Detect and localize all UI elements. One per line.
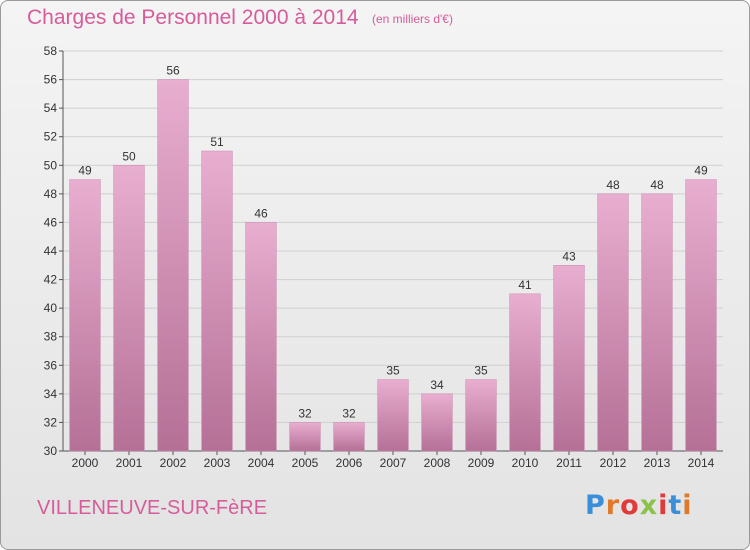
y-tick-label: 36	[44, 358, 58, 372]
x-tick-label-2003: 2003	[204, 456, 231, 470]
y-tick-label: 52	[44, 130, 58, 144]
y-tick-label: 50	[44, 158, 58, 172]
data-label-2003: 51	[210, 135, 224, 149]
chart-title: Charges de Personnel 2000 à 2014	[27, 6, 359, 29]
y-tick-label: 58	[44, 44, 58, 58]
x-tick-label-2006: 2006	[336, 456, 363, 470]
x-tick-label-2012: 2012	[600, 456, 627, 470]
municipality-name: VILLENEUVE-SUR-FèRE	[37, 497, 268, 519]
data-label-2011: 43	[562, 249, 576, 263]
x-tick-label-2011: 2011	[556, 456, 582, 470]
x-tick-label-2013: 2013	[644, 456, 671, 470]
bar-2009	[465, 379, 497, 452]
y-tick-label: 40	[44, 301, 58, 315]
chart-subtitle: (en milliers d'€)	[372, 12, 453, 26]
proxiti-logo: Proxiti	[585, 490, 693, 521]
bar-2011	[553, 265, 585, 452]
y-tick-label: 42	[44, 273, 58, 287]
data-label-2013: 48	[650, 178, 664, 192]
bar-2013	[641, 193, 673, 452]
y-tick-label: 54	[44, 101, 58, 115]
y-tick-label: 56	[44, 73, 58, 87]
bar-2007	[377, 379, 409, 452]
data-label-2000: 49	[78, 164, 92, 178]
y-tick-label: 38	[44, 330, 58, 344]
bar-2008	[421, 393, 453, 452]
x-tick-label-2009: 2009	[468, 456, 495, 470]
x-tick-label-2005: 2005	[292, 456, 319, 470]
y-tick-label: 44	[44, 244, 58, 258]
x-tick-label-2000: 2000	[72, 456, 99, 470]
data-label-2014: 49	[694, 164, 708, 178]
x-tick-label-2007: 2007	[380, 456, 407, 470]
y-tick-label: 30	[44, 444, 58, 458]
bar-2002	[157, 79, 189, 452]
x-tick-label-2001: 2001	[116, 456, 143, 470]
logo-letter: o	[620, 490, 640, 521]
x-tick-label-2008: 2008	[424, 456, 451, 470]
y-tick-label: 32	[44, 415, 58, 429]
bar-2001	[113, 165, 145, 452]
data-label-2008: 34	[430, 378, 444, 392]
x-tick-label-2014: 2014	[688, 456, 715, 470]
bar-2004	[245, 222, 277, 452]
data-label-2010: 41	[518, 278, 532, 292]
logo-letter: x	[639, 490, 659, 521]
y-tick-label: 46	[44, 215, 58, 229]
data-label-2007: 35	[386, 364, 400, 378]
logo-letter: t	[668, 490, 683, 521]
bar-2010	[509, 293, 541, 452]
data-label-2001: 50	[122, 149, 136, 163]
data-label-2012: 48	[606, 178, 620, 192]
bar-2006	[333, 422, 365, 452]
logo-letter: i	[658, 490, 669, 521]
data-label-2002: 56	[166, 64, 180, 78]
data-label-2009: 35	[474, 364, 488, 378]
labels: 30 32 34 36 38 40 42 44 46 48 50 52 54 56 58 49 2000 50 20…	[44, 44, 715, 470]
logo-letter: P	[585, 490, 606, 521]
bar-2003	[201, 150, 233, 452]
y-tick-label: 34	[44, 387, 58, 401]
data-label-2006: 32	[342, 406, 356, 420]
bar-2000	[69, 179, 101, 452]
data-label-2005: 32	[298, 406, 312, 420]
logo-letter: r	[605, 490, 621, 521]
bar-2012	[597, 193, 629, 452]
y-tick-label: 48	[44, 187, 58, 201]
bar-2014	[685, 179, 717, 452]
x-tick-label-2002: 2002	[160, 456, 187, 470]
bars	[69, 79, 717, 452]
x-tick-label-2010: 2010	[512, 456, 539, 470]
data-label-2004: 46	[254, 206, 268, 220]
x-tick-label-2004: 2004	[248, 456, 275, 470]
bar-2005	[289, 422, 321, 452]
logo-letter: i	[682, 490, 693, 521]
